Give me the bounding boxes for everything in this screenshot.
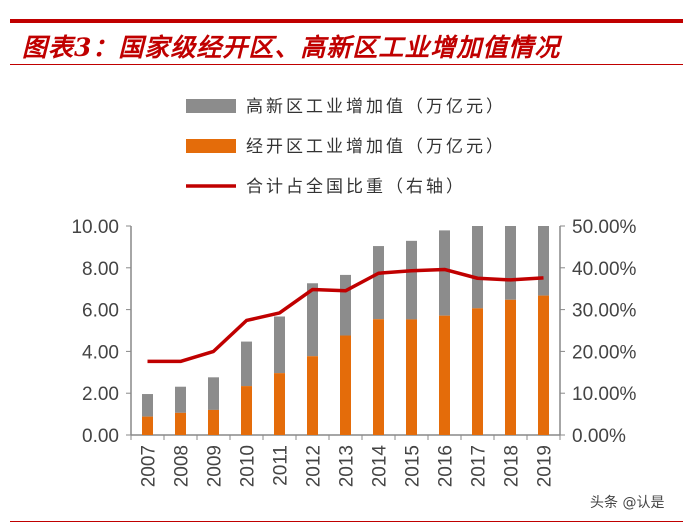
x-axis-tick-label: 2014 (370, 445, 391, 488)
footer-rule (10, 521, 683, 522)
bar-gaokaiqu-2019 (538, 226, 549, 296)
x-axis-tick-label: 2007 (139, 445, 160, 487)
x-axis-tick-label: 2010 (238, 445, 259, 487)
bar-jingkaiqu-2010 (241, 386, 252, 435)
legend-label: 高新区工业增加值（万亿元） (246, 97, 506, 117)
title-bottom-rule (10, 64, 683, 65)
right-axis-tick-label: 0.00% (572, 426, 626, 447)
bar-gaokaiqu-2011 (274, 316, 285, 374)
x-axis-tick-label: 2013 (337, 445, 358, 487)
bar-jingkaiqu-2011 (274, 373, 285, 435)
x-axis-tick-label: 2012 (304, 445, 325, 487)
bar-gaokaiqu-2009 (208, 377, 219, 410)
bar-jingkaiqu-2008 (175, 412, 186, 435)
left-axis-tick-label: 10.00 (71, 217, 119, 238)
bar-gaokaiqu-2013 (340, 274, 351, 336)
legend: 高新区工业增加值（万亿元） 经开区工业增加值（万亿元） 合计占全国比重（右轴） (186, 97, 506, 197)
plot-area: 0.00 2.00 4.00 6.00 8.00 10.00 0.00% 10.00% 20.0… (71, 217, 636, 487)
right-axis-tick-label: 30.00% (572, 301, 637, 322)
left-axis-tick-label: 8.00 (82, 259, 119, 280)
bar-gaokaiqu-2007 (142, 394, 153, 417)
title-top-rule (10, 19, 683, 23)
bar-gaokaiqu-2014 (373, 246, 384, 320)
left-axis-tick-label: 6.00 (82, 301, 119, 322)
right-axis-tick-label: 50.00% (572, 217, 637, 238)
right-axis-tick-label: 10.00% (572, 384, 637, 405)
x-axis-tick-label: 2016 (436, 445, 457, 487)
bar-gaokaiqu-2010 (241, 341, 252, 387)
legend-label: 经开区工业增加值（万亿元） (246, 137, 506, 157)
legend-swatch-1 (186, 139, 236, 153)
bar-jingkaiqu-2018 (505, 299, 516, 435)
bar-jingkaiqu-2016 (439, 315, 450, 435)
x-axis-tick-label: 2009 (205, 445, 226, 487)
watermark: 头条 @认是 (590, 495, 665, 511)
bar-gaokaiqu-2015 (406, 240, 417, 320)
bar-jingkaiqu-2014 (373, 319, 384, 435)
bar-gaokaiqu-2017 (472, 226, 483, 309)
x-axis-tick-label: 2011 (271, 445, 292, 486)
bar-jingkaiqu-2017 (472, 308, 483, 435)
bar-jingkaiqu-2019 (538, 295, 549, 435)
left-axis-tick-label: 4.00 (82, 342, 119, 363)
right-axis-tick-label: 20.00% (572, 342, 637, 363)
left-axis-tick-label: 0.00 (82, 426, 119, 447)
legend-swatch-0 (186, 99, 236, 113)
right-axis-tick-label: 40.00% (572, 259, 637, 280)
x-axis-tick-label: 2019 (535, 445, 556, 487)
chart-title: 图表3：国家级经开区、高新区工业增加值情况 (22, 33, 561, 62)
bar-jingkaiqu-2009 (208, 409, 219, 435)
legend-label: 合计占全国比重（右轴） (246, 177, 466, 197)
bar-gaokaiqu-2016 (439, 230, 450, 316)
bar-gaokaiqu-2008 (175, 386, 186, 413)
bar-jingkaiqu-2015 (406, 319, 417, 435)
left-axis-tick-label: 2.00 (82, 384, 119, 405)
bar-jingkaiqu-2012 (307, 356, 318, 435)
x-axis-tick-label: 2015 (403, 445, 424, 487)
bar-gaokaiqu-2012 (307, 283, 318, 357)
bar-gaokaiqu-2018 (505, 226, 516, 300)
x-axis-tick-label: 2017 (469, 445, 490, 487)
x-axis-tick-label: 2008 (172, 445, 193, 487)
bar-jingkaiqu-2013 (340, 335, 351, 435)
x-axis-tick-label: 2018 (502, 445, 523, 487)
bar-jingkaiqu-2007 (142, 416, 153, 435)
